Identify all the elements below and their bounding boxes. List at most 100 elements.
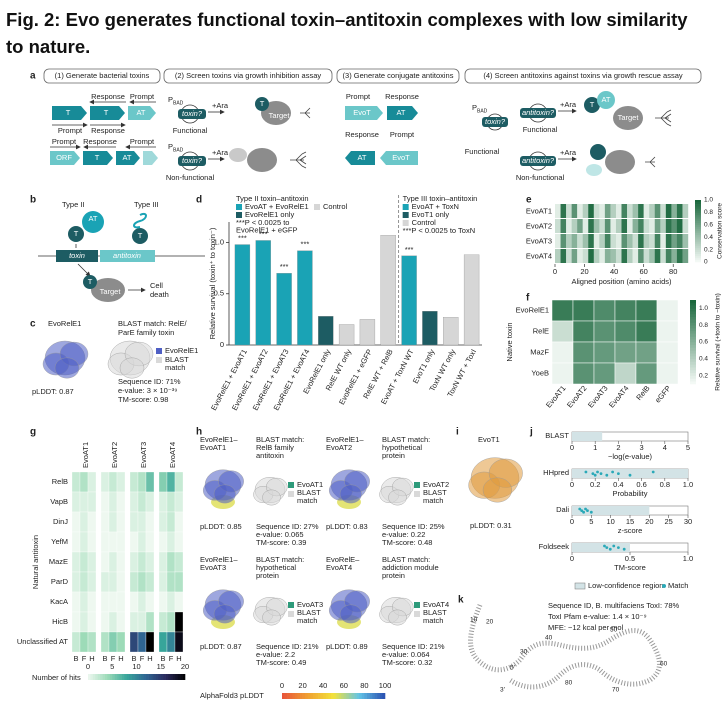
x-axis-label: Aligned position (amino acids) [571, 277, 672, 286]
step-text: (2) Screen toxins via growth inhibition … [175, 71, 322, 80]
legend-swatch [402, 220, 409, 226]
heat-cell [137, 571, 147, 593]
match-text: BLAST match: [256, 555, 304, 564]
colorbar-tick-label: 10 [132, 662, 140, 671]
colorbar-cell [695, 210, 701, 213]
heat-cell [632, 204, 639, 218]
colorbar-cell [175, 674, 179, 680]
heat-cell [676, 249, 683, 263]
colorbar-cell [690, 370, 696, 374]
colorbar-cell [690, 381, 696, 385]
colorbar-tick-label: 60 [340, 681, 348, 690]
colorbar-cell [690, 311, 696, 315]
prompt-label: Prompt [346, 92, 371, 101]
heat-cell [145, 491, 155, 513]
heat-cell [654, 219, 661, 233]
misfold-blob [229, 148, 247, 162]
heat-cell [158, 571, 168, 593]
colorbar-cell [695, 222, 701, 226]
colorbar-cell [312, 693, 316, 699]
legend-swatch [414, 602, 420, 608]
heat-cell [79, 471, 89, 493]
structure-name: EvoRelE1– [200, 435, 238, 444]
heat-cell [665, 204, 672, 218]
heat-cell [87, 551, 97, 573]
legend-text: match [423, 496, 443, 505]
colorbar-tick-label: 0.2 [699, 372, 708, 379]
toxin-blob [255, 97, 269, 111]
heat-cell [632, 249, 639, 263]
target-blob [91, 278, 125, 302]
significance-stars: *** [238, 234, 247, 243]
colorbar-cell [695, 214, 701, 217]
match-text: BLAST match: RelE/ [118, 319, 188, 328]
ara-label: +Ara [212, 148, 229, 157]
heat-cell [137, 631, 147, 653]
heat-cell [116, 491, 126, 513]
heat-cell [129, 611, 139, 633]
colorbar-cell [146, 674, 149, 680]
significance-stars: *** [259, 229, 268, 238]
heat-cell [577, 204, 583, 218]
heat-cell [158, 511, 168, 533]
colorbar-cell [695, 216, 701, 219]
colorbar-cell [695, 218, 701, 221]
gene-text: toxin? [182, 109, 203, 118]
colorbar-label: Conservation score [717, 203, 724, 259]
heat-cell [166, 471, 176, 493]
heat-cell [100, 551, 110, 573]
colorbar-cell [695, 202, 701, 205]
colorbar-cell [695, 200, 701, 203]
heat-cell [615, 204, 622, 218]
colorbar-label: Number of hits [32, 673, 81, 682]
growth-icon [655, 109, 672, 127]
step-text: (4) Screen antitoxins against toxins via… [483, 71, 683, 80]
match-point [596, 470, 599, 474]
subcolumn-label: B [131, 654, 136, 663]
ara-label: +Ara [560, 100, 577, 109]
legend-text: Match [668, 581, 688, 590]
colorbar-cell [374, 693, 378, 699]
figure-title: Fig. 2: Evo generates functional toxin–a… [6, 9, 688, 57]
heat-cell [551, 299, 574, 322]
y-tick-label: 1.0 [214, 237, 224, 246]
colorbar-cell [695, 233, 701, 236]
heat-cell [582, 219, 589, 233]
colorbar-cell [690, 361, 696, 365]
panel-c: c EvoRelE1 BLAST match: RelE/ ParE famil… [30, 319, 198, 404]
match-point [603, 544, 606, 548]
colorbar-cell [695, 245, 701, 248]
colorbar-cell [695, 228, 701, 232]
heat-cell [87, 611, 97, 633]
heat-cell [555, 234, 561, 248]
heat-cell [79, 551, 89, 573]
low-confidence-region [572, 506, 650, 515]
plddt: pLDDT: 0.89 [326, 642, 368, 651]
x-tick-label: 2 [616, 443, 620, 452]
colorbar-cell [690, 325, 696, 329]
heat-cell [615, 249, 622, 263]
gene-text: EvoT [353, 108, 371, 117]
heat-cell [129, 471, 139, 493]
colorbar-cell [160, 674, 164, 680]
gene-text: T [95, 153, 100, 162]
match-text: RelB family [256, 443, 294, 452]
heat-cell [560, 204, 567, 218]
colorbar-cell [305, 693, 309, 699]
plddt: pLDDT: 0.83 [326, 522, 368, 531]
match-text: protein [256, 571, 279, 580]
colorbar-tick-label: 15 [157, 662, 165, 671]
match-point [608, 547, 612, 551]
x-tick-label: 0.4 [613, 480, 623, 489]
blob-text: Target [100, 287, 122, 296]
significance-note: EvoRelE1 + eGFP [236, 225, 298, 234]
position-label: 5′ [510, 665, 516, 672]
colorbar-cell [315, 693, 319, 699]
heat-cell [632, 219, 639, 233]
colorbar-cell [354, 693, 357, 699]
structure-name: EvoRelE1– [326, 435, 364, 444]
heat-cell [599, 204, 606, 218]
colorbar-tick-label: 0.2 [704, 246, 713, 253]
y-axis-label: Natural antitoxin [31, 535, 40, 589]
response-label: Response [91, 126, 125, 135]
